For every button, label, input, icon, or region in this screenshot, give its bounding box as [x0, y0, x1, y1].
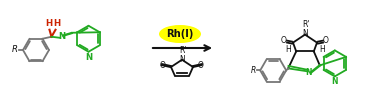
Text: N: N — [58, 32, 65, 41]
Text: R': R' — [302, 20, 310, 29]
Text: N: N — [179, 55, 185, 64]
Ellipse shape — [159, 25, 201, 43]
Text: N: N — [306, 68, 312, 77]
Text: H: H — [45, 19, 52, 28]
Text: O: O — [160, 60, 166, 70]
Text: H: H — [53, 19, 60, 28]
Text: R: R — [12, 46, 18, 54]
Text: O: O — [281, 36, 287, 45]
Text: H: H — [285, 45, 291, 54]
Text: H: H — [319, 45, 325, 54]
Text: N: N — [302, 29, 308, 38]
Text: O: O — [198, 60, 204, 70]
Text: N: N — [85, 53, 92, 62]
Text: Rh(I): Rh(I) — [166, 29, 194, 39]
Text: R': R' — [179, 46, 187, 55]
Text: N: N — [332, 77, 338, 86]
Text: R: R — [251, 66, 256, 75]
Text: O: O — [323, 36, 329, 45]
